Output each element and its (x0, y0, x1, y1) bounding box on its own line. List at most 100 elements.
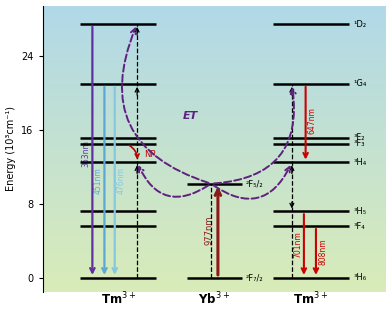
Bar (42, 153, 387, 156)
Bar (42, 130, 387, 132)
Bar (42, 84, 387, 87)
Bar (42, 37, 387, 39)
Bar (42, 168, 387, 170)
Bar (42, 8, 387, 10)
Text: 451nm: 451nm (94, 167, 103, 194)
Bar (42, 158, 387, 161)
Text: 476nm: 476nm (117, 167, 126, 194)
Text: 808nm: 808nm (318, 239, 327, 265)
Bar (42, 258, 387, 261)
Bar (42, 101, 387, 103)
Bar (42, 122, 387, 125)
Bar (42, 201, 387, 203)
Bar (42, 170, 387, 172)
Bar (42, 46, 387, 49)
Bar (42, 56, 387, 58)
Bar (42, 139, 387, 141)
Y-axis label: Energy (10³cm⁻¹): Energy (10³cm⁻¹) (5, 106, 16, 191)
Bar (42, 108, 387, 110)
Text: ²F₅/₂: ²F₅/₂ (245, 179, 263, 188)
Bar (42, 230, 387, 232)
Text: ³H₄: ³H₄ (354, 158, 367, 167)
Bar (42, 268, 387, 270)
Bar (42, 15, 387, 18)
Bar (42, 146, 387, 149)
Bar (42, 118, 387, 120)
Bar (42, 103, 387, 106)
Bar (42, 282, 387, 285)
Text: 977nm: 977nm (204, 216, 213, 245)
Bar (42, 206, 387, 208)
Bar (42, 196, 387, 199)
Bar (42, 263, 387, 265)
Bar (42, 82, 387, 84)
Bar (42, 285, 387, 287)
Bar (42, 13, 387, 15)
Text: 647nm: 647nm (308, 107, 317, 134)
FancyArrowPatch shape (139, 167, 209, 197)
Bar (42, 273, 387, 275)
Bar (42, 63, 387, 65)
Bar (42, 192, 387, 194)
Bar (42, 125, 387, 127)
Bar (42, 149, 387, 151)
Bar (42, 96, 387, 99)
Bar (42, 89, 387, 91)
Bar (42, 18, 387, 20)
Bar (42, 106, 387, 108)
Bar (42, 132, 387, 134)
Text: ET: ET (183, 111, 198, 121)
Bar (42, 110, 387, 113)
Bar (42, 225, 387, 227)
Bar (42, 254, 387, 256)
Bar (42, 184, 387, 187)
Bar (42, 20, 387, 22)
Bar (42, 246, 387, 249)
Bar (42, 175, 387, 177)
Bar (42, 22, 387, 25)
Text: NR: NR (144, 150, 156, 159)
Bar (42, 177, 387, 180)
Bar (42, 72, 387, 75)
Bar (42, 75, 387, 77)
Bar (42, 223, 387, 225)
Bar (42, 194, 387, 196)
Text: ¹G₄: ¹G₄ (354, 80, 367, 89)
Text: ²F₇/₂: ²F₇/₂ (245, 273, 263, 282)
Bar (42, 99, 387, 101)
Text: Tm$^{3+}$: Tm$^{3+}$ (293, 291, 328, 307)
Bar (42, 144, 387, 146)
Bar (42, 242, 387, 244)
Bar (42, 70, 387, 72)
Bar (42, 239, 387, 242)
Bar (42, 44, 387, 46)
Bar (42, 134, 387, 137)
Text: Tm$^{3+}$: Tm$^{3+}$ (101, 291, 136, 307)
Bar (42, 49, 387, 51)
Bar (42, 261, 387, 263)
Bar (42, 265, 387, 268)
Bar (42, 211, 387, 213)
Bar (42, 172, 387, 175)
Bar (42, 25, 387, 27)
Bar (42, 189, 387, 192)
Bar (42, 27, 387, 29)
Bar (42, 208, 387, 211)
Bar (42, 68, 387, 70)
Bar (42, 270, 387, 273)
FancyArrowPatch shape (214, 89, 296, 183)
Bar (42, 120, 387, 122)
Bar (42, 203, 387, 206)
Bar (42, 151, 387, 153)
FancyArrowPatch shape (213, 167, 290, 199)
Text: ³H₆: ³H₆ (354, 273, 367, 282)
Bar (42, 256, 387, 258)
Bar (42, 199, 387, 201)
Bar (42, 237, 387, 239)
Bar (42, 77, 387, 80)
Bar (42, 182, 387, 184)
Bar (42, 80, 387, 82)
Bar (42, 53, 387, 56)
Text: 363nm: 363nm (81, 140, 90, 167)
Bar (42, 275, 387, 277)
